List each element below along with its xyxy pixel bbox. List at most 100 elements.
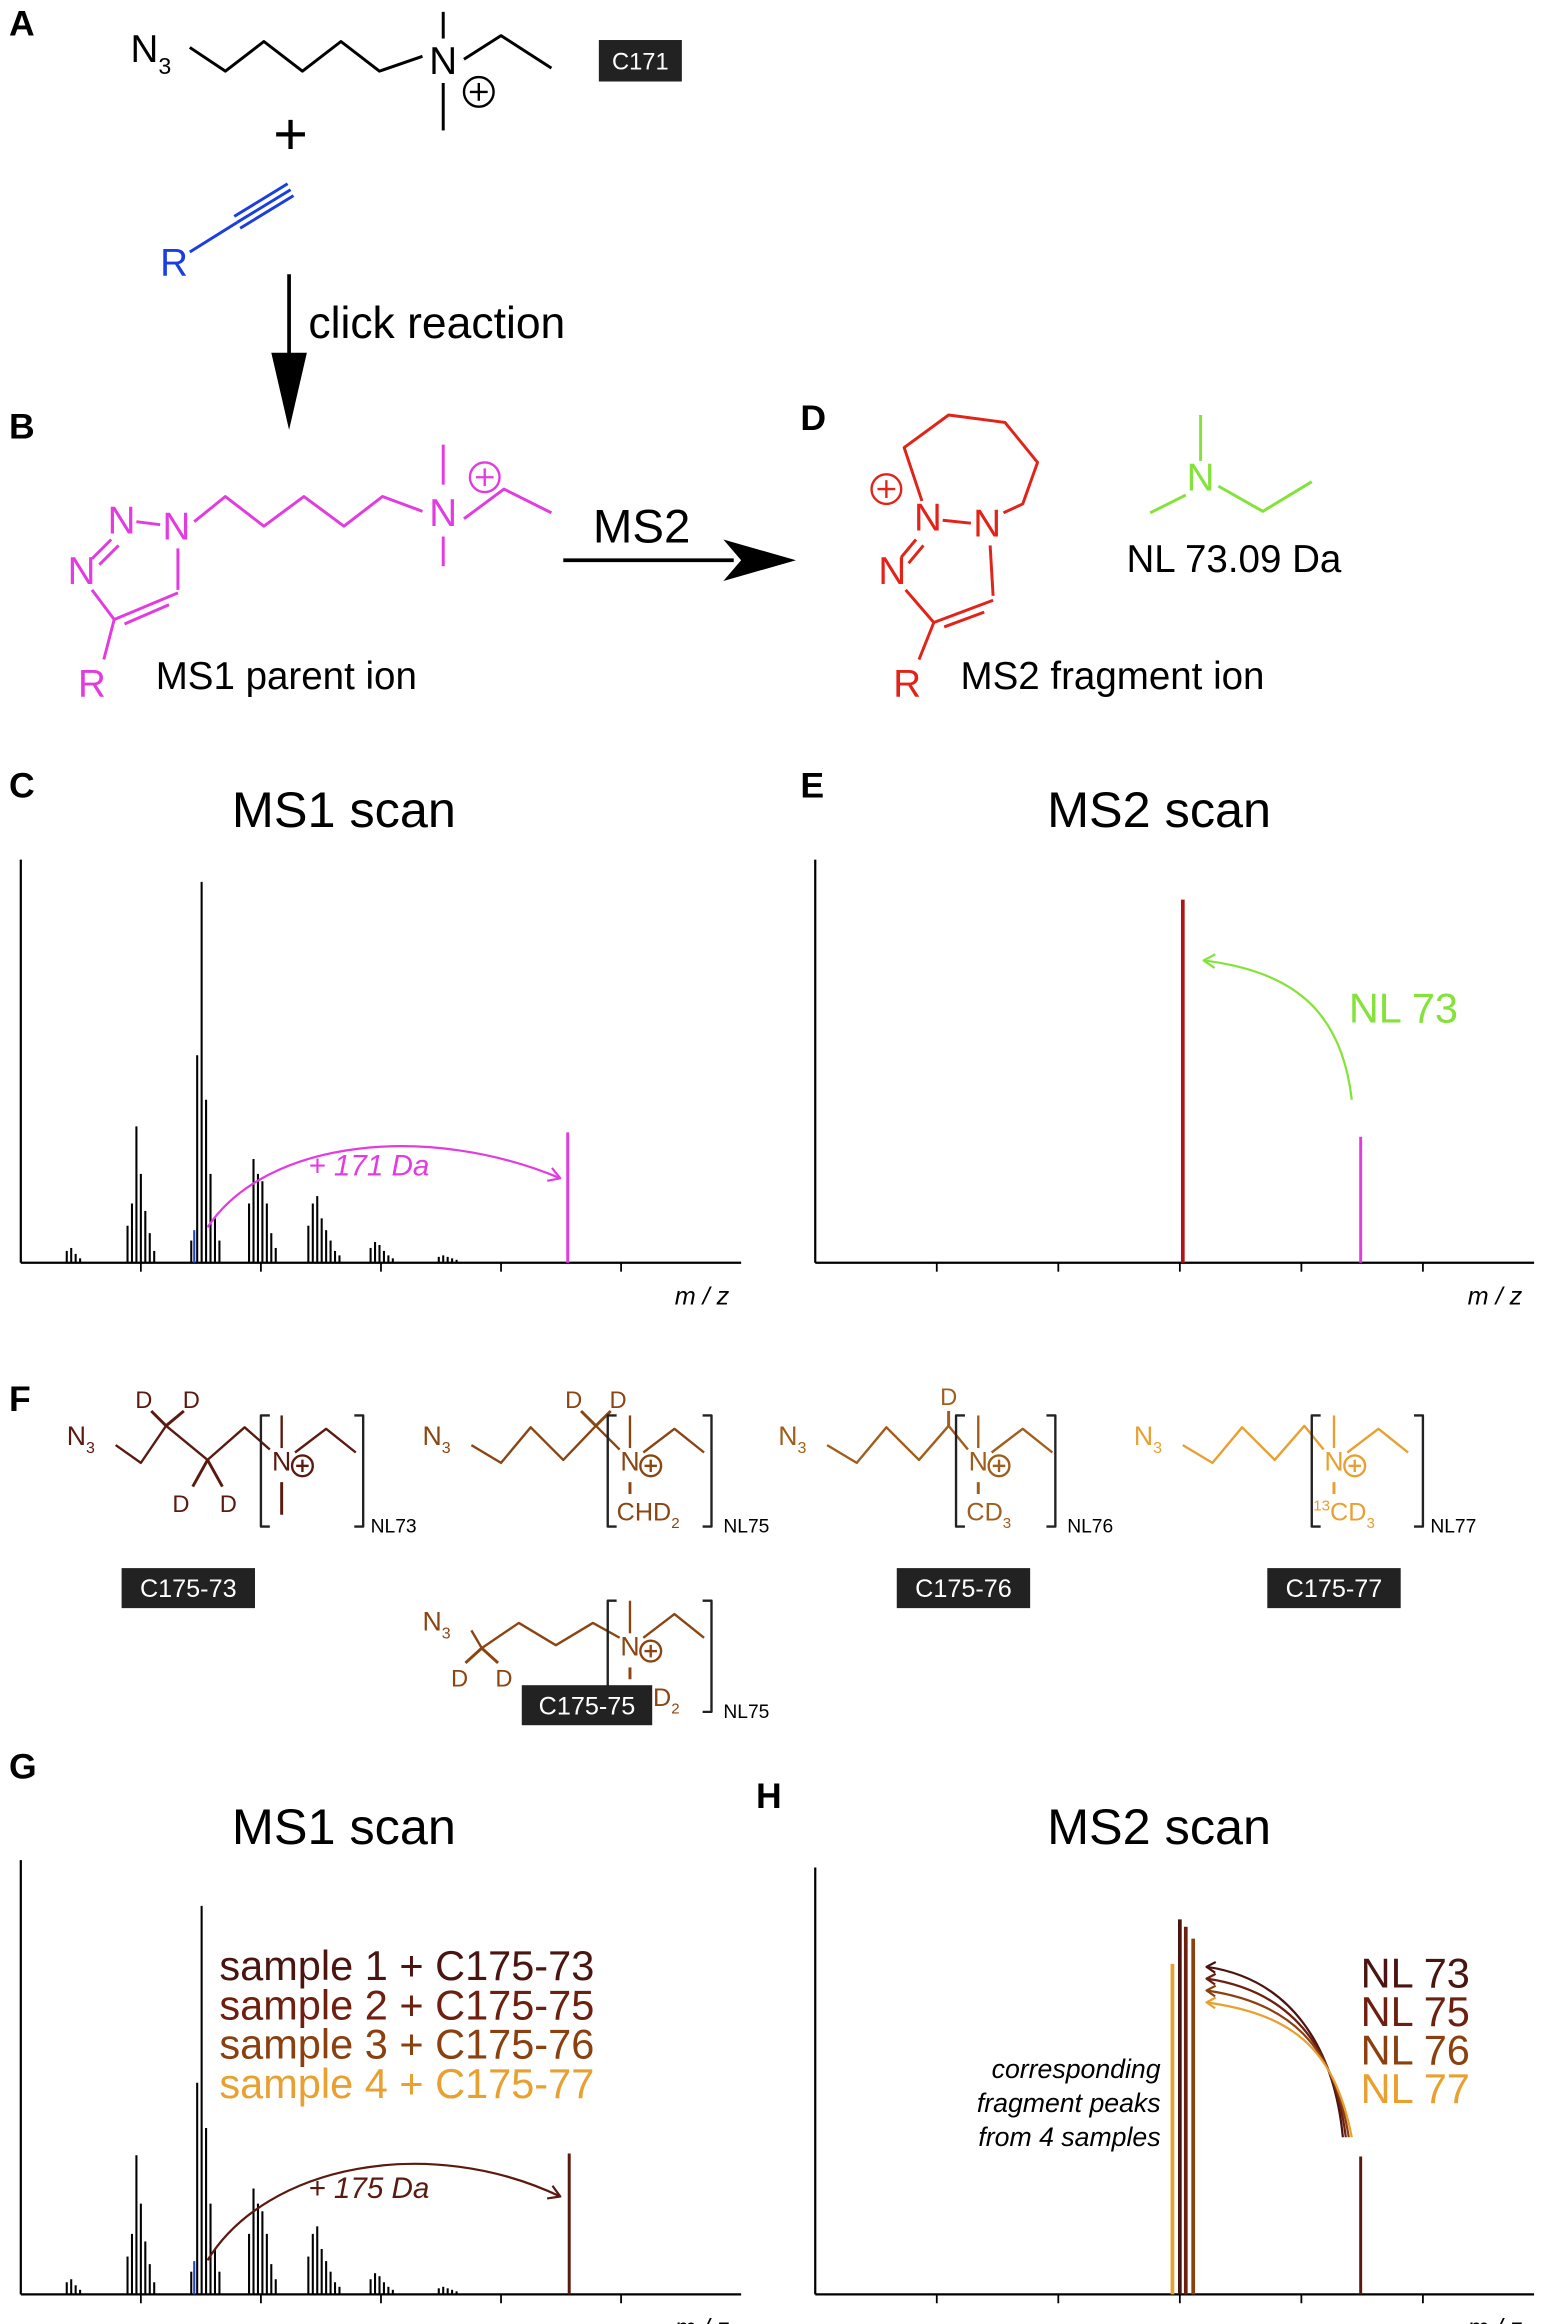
- bond: [826, 1424, 969, 1465]
- atom-label: N: [163, 506, 191, 549]
- bond: [900, 538, 918, 559]
- charge: [870, 473, 903, 506]
- atom-part: 3: [442, 1625, 451, 1642]
- bond: [165, 1409, 185, 1427]
- bond: [98, 544, 120, 566]
- label: m / z: [1468, 1282, 1523, 1310]
- bond: [480, 1647, 500, 1665]
- arrow-head: [1202, 953, 1216, 969]
- atom-part: D: [940, 1385, 957, 1411]
- charge: [987, 1454, 1011, 1478]
- label: F: [9, 1379, 31, 1419]
- label: fragment peaks: [977, 2088, 1161, 2118]
- arrow-head: [547, 1167, 562, 1182]
- label: NL77: [1430, 1517, 1476, 1538]
- arrow-head: [1205, 1972, 1217, 1986]
- label: sample 1 + C175-73: [219, 1942, 594, 1989]
- label: m / z: [675, 1282, 730, 1310]
- label: MS1 parent ion: [156, 655, 417, 698]
- bond: [188, 40, 423, 73]
- label: C175-73: [140, 1575, 237, 1603]
- atom-label: D: [183, 1388, 200, 1414]
- atom-part: N: [1134, 1421, 1153, 1451]
- arrow: [1206, 2001, 1353, 2138]
- arrow-head: [271, 352, 307, 430]
- atom-part: N: [272, 1446, 291, 1476]
- charge: [1343, 1454, 1367, 1478]
- badge: [121, 1568, 255, 1609]
- badge: [521, 1685, 653, 1726]
- badge: [598, 40, 682, 82]
- arrow: [1206, 1965, 1344, 2138]
- atom-part: 3: [1366, 1515, 1374, 1532]
- bond: [193, 495, 423, 528]
- charge: [468, 461, 501, 494]
- atom-label: N: [68, 550, 96, 593]
- label: C175-76: [915, 1575, 1012, 1603]
- label: corresponding: [992, 2054, 1161, 2084]
- atom-part: N: [969, 1446, 988, 1476]
- atom-part: N: [67, 1421, 86, 1451]
- label: NL 77: [1361, 2065, 1470, 2112]
- atom-label: D: [172, 1492, 189, 1518]
- atom-label: N: [429, 40, 457, 83]
- bond: [990, 1427, 1054, 1454]
- bracket: [606, 1414, 617, 1528]
- atom-part: 3: [1003, 1515, 1011, 1532]
- badge: [1267, 1568, 1401, 1609]
- charge: [639, 1639, 663, 1663]
- atom-part: 13: [1313, 1498, 1330, 1515]
- bond: [904, 588, 935, 624]
- label: A: [9, 4, 35, 44]
- atom-part: 3: [797, 1440, 806, 1457]
- atom-label: R: [893, 663, 921, 706]
- atom-part: N: [1187, 457, 1215, 500]
- label: m / z: [1468, 2314, 1523, 2324]
- atom-label: CHD2: [617, 1499, 680, 1533]
- label: MS2: [593, 500, 690, 553]
- label: NL 75: [1361, 1988, 1470, 2035]
- atom-part: R: [78, 663, 106, 706]
- arrow-head: [1205, 1984, 1217, 1998]
- atom-part: N: [130, 28, 158, 71]
- bond: [150, 1409, 168, 1427]
- label: m / z: [675, 2314, 730, 2324]
- atom-label: R: [160, 242, 188, 285]
- bond: [917, 621, 936, 661]
- bond: [464, 1647, 483, 1665]
- label: D: [800, 398, 826, 438]
- label: + 175 Da: [308, 2172, 429, 2205]
- bond: [1346, 1427, 1409, 1454]
- bracket: [1310, 1414, 1321, 1528]
- label: sample 3 + C175-76: [219, 2021, 594, 2068]
- bracket: [702, 1414, 713, 1528]
- bond: [642, 1427, 705, 1454]
- arrow: [1206, 1989, 1350, 2138]
- atom-part: D: [135, 1388, 152, 1414]
- bond: [136, 520, 161, 527]
- label: from 4 samples: [978, 2122, 1160, 2152]
- arrow: [206, 2162, 561, 2261]
- atom-part: N: [108, 500, 136, 543]
- bond: [463, 34, 553, 70]
- bond: [1182, 1424, 1325, 1465]
- bond: [907, 544, 925, 565]
- bracket: [1046, 1414, 1057, 1528]
- atom-part: 3: [158, 53, 171, 79]
- atom-label: N: [108, 500, 136, 543]
- atom-label: D: [220, 1492, 237, 1518]
- bond: [580, 1409, 597, 1427]
- label: G: [9, 1747, 37, 1787]
- label: + 171 Da: [308, 1149, 429, 1182]
- label: MS2 fragment ion: [960, 655, 1264, 698]
- bond: [933, 598, 994, 624]
- label: MS2 scan: [1047, 781, 1271, 838]
- label: NL73: [371, 1517, 417, 1538]
- label: C175-77: [1286, 1575, 1383, 1603]
- bond: [463, 487, 553, 520]
- charge: [290, 1454, 314, 1478]
- label: MS1 scan: [232, 1798, 456, 1855]
